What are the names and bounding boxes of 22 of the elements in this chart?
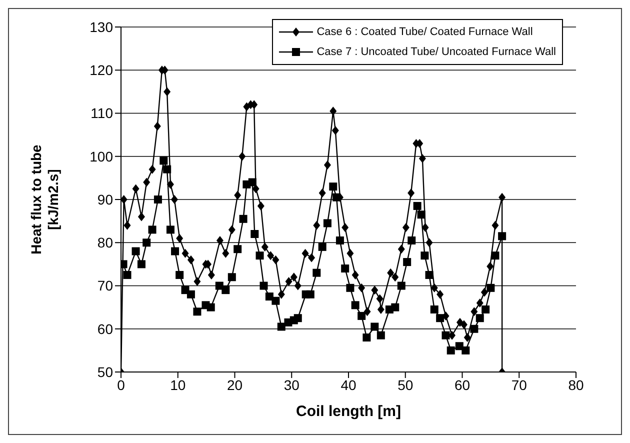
y-axis-title: Heat flux to tube [kJ/m2.s] bbox=[28, 144, 61, 254]
y-tick-label: 120 bbox=[90, 62, 114, 78]
y-tick-label: 130 bbox=[90, 18, 114, 35]
x-axis-title: Coil length [m] bbox=[296, 403, 401, 420]
x-tick-label: 40 bbox=[340, 376, 356, 393]
x-tick-label: 30 bbox=[284, 376, 300, 393]
x-tick-label: 0 bbox=[117, 376, 126, 393]
x-tick-label: 60 bbox=[454, 376, 470, 393]
y-tick-label: 80 bbox=[97, 234, 114, 251]
x-tick-label: 10 bbox=[170, 376, 186, 393]
y-tick-label: 70 bbox=[97, 278, 114, 294]
y-tick-label: 110 bbox=[90, 105, 114, 122]
x-tick-label: 50 bbox=[398, 376, 414, 393]
legend-label: Case 6 : Coated Tube/ Coated Furnace Wall bbox=[316, 26, 533, 38]
x-tick-label: 80 bbox=[568, 376, 584, 393]
y-tick-label: 100 bbox=[90, 148, 114, 164]
y-tick-label: 60 bbox=[97, 320, 114, 337]
legend-label: Case 7 : Uncoated Tube/ Uncoated Furnace Wall bbox=[316, 46, 556, 58]
y-tick-label: 90 bbox=[97, 191, 114, 208]
y-tick-label: 50 bbox=[97, 364, 114, 380]
x-tick-label: 20 bbox=[226, 376, 243, 393]
x-tick-label: 70 bbox=[511, 376, 528, 393]
